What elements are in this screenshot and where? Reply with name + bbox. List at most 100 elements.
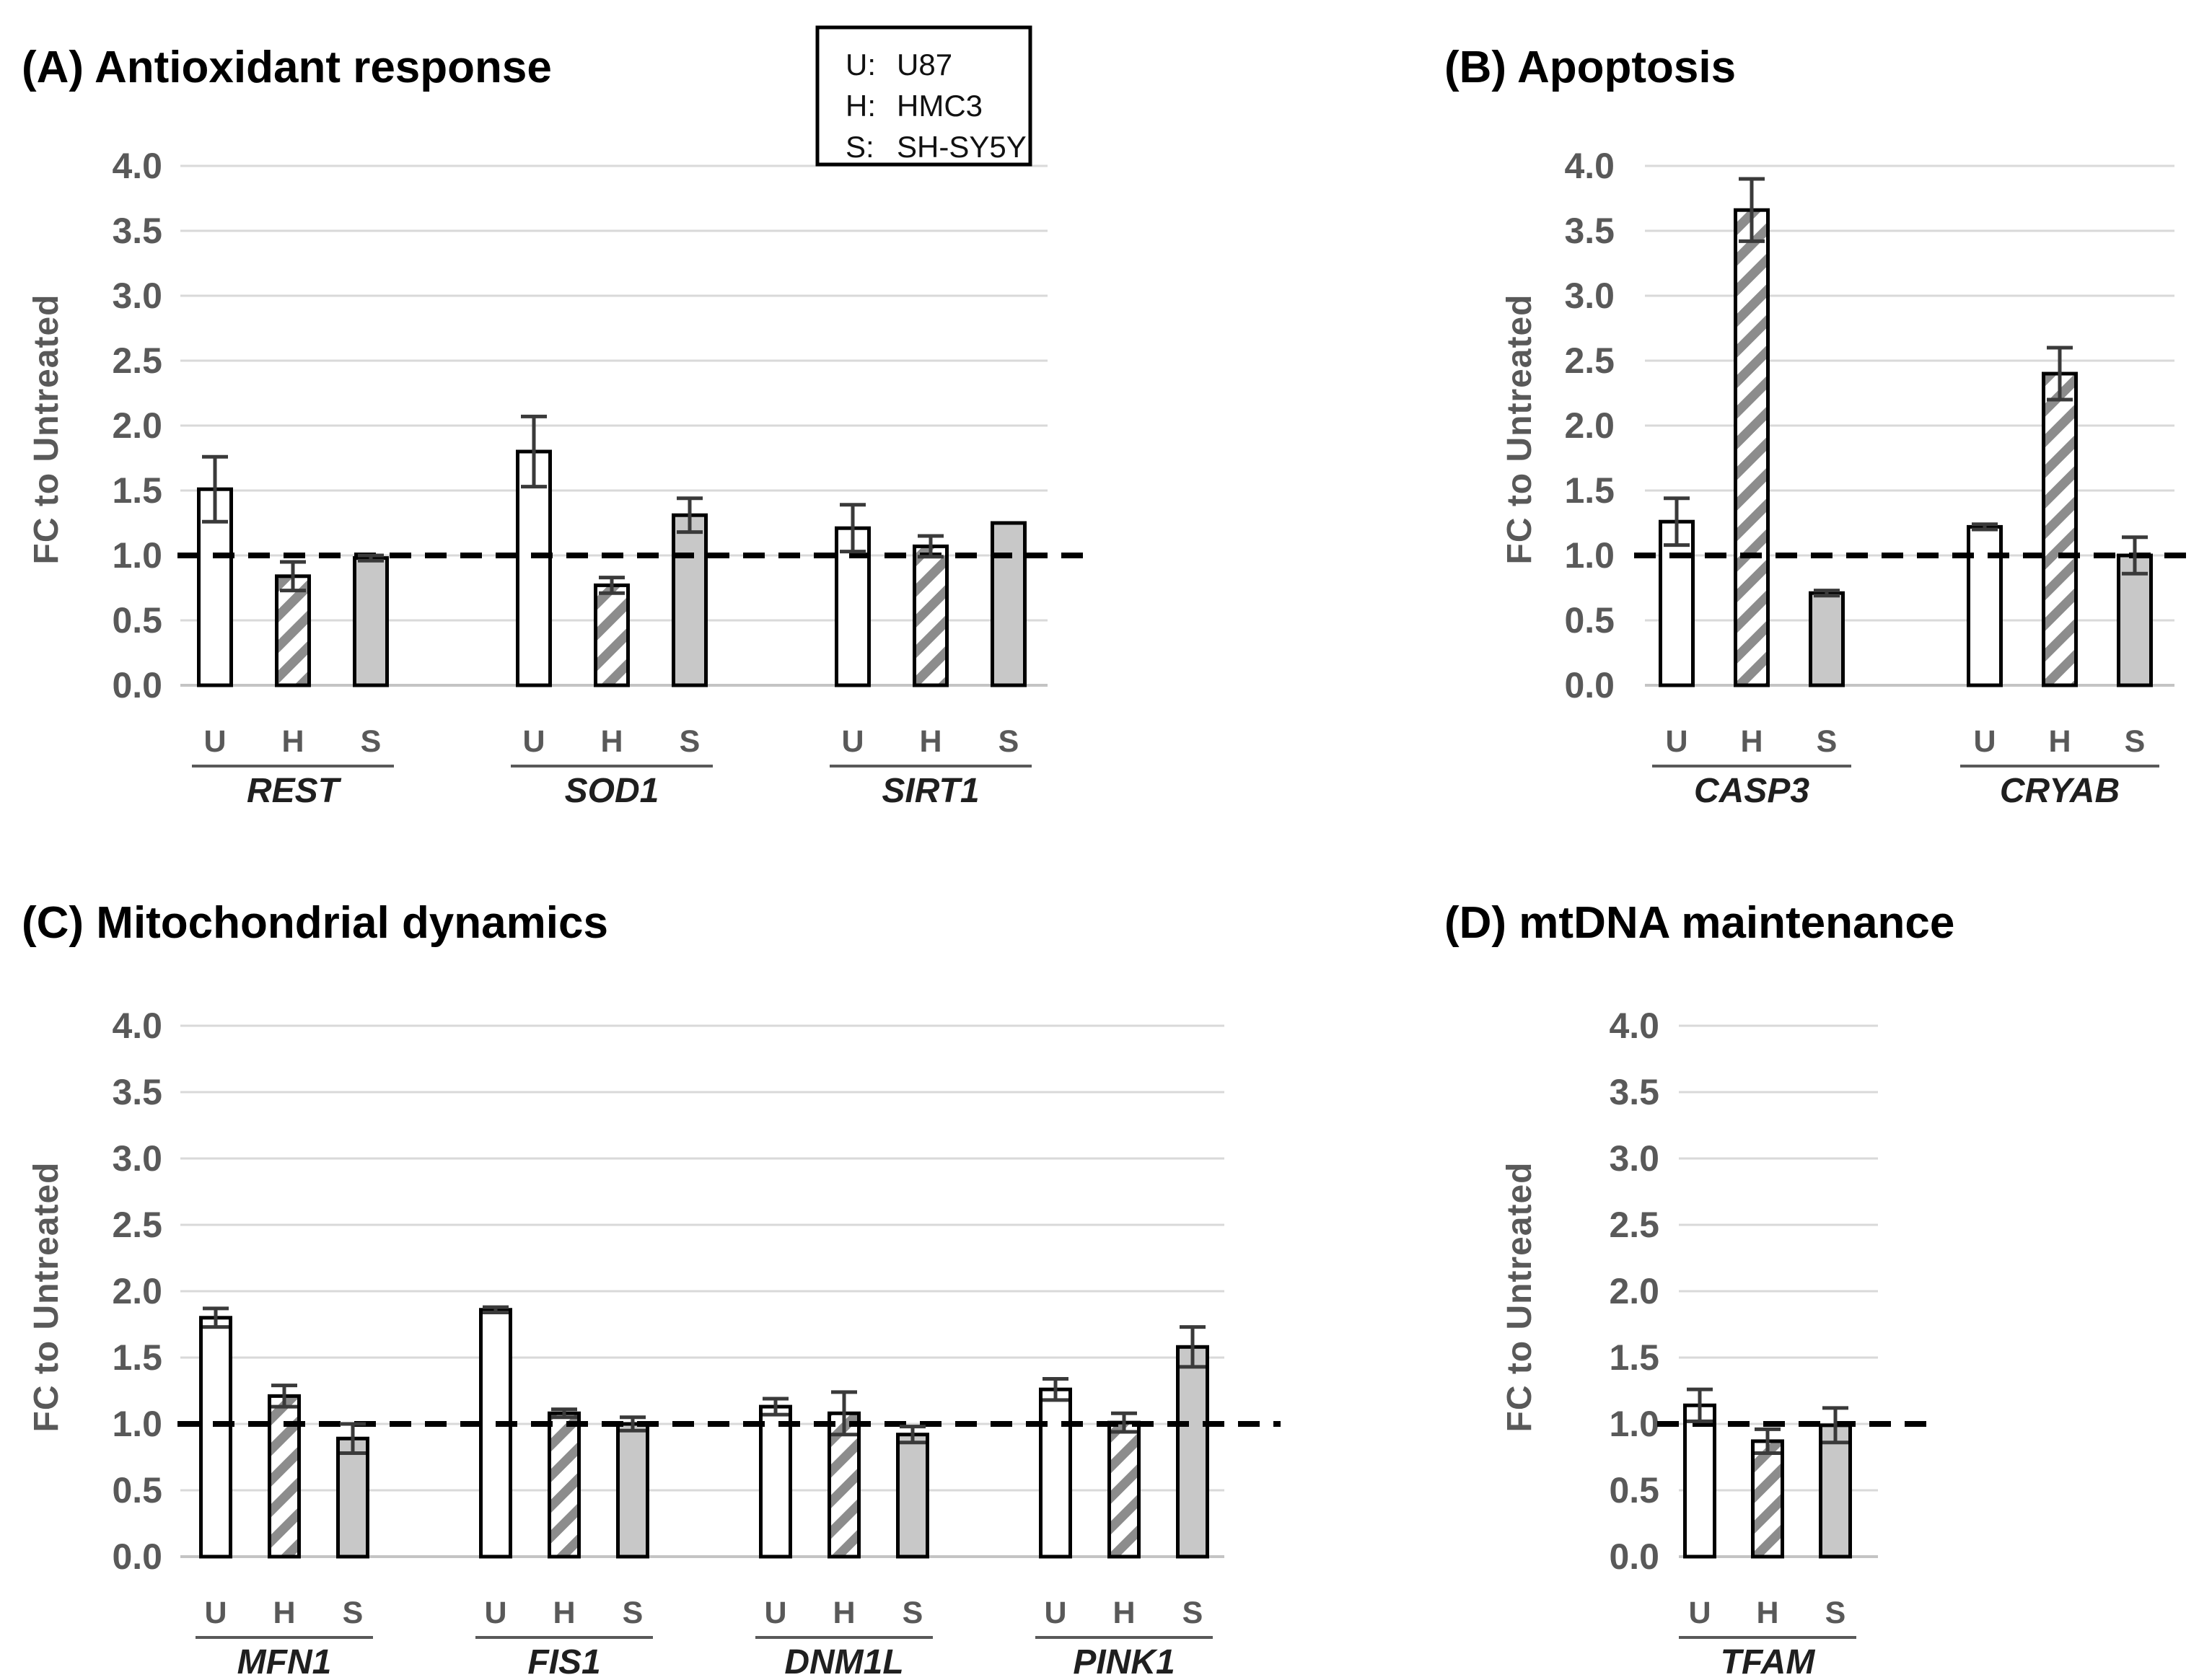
- panel-C-bar-PINK1-U: [1039, 1387, 1072, 1559]
- panel-B: 0.0 0.5 1.0 1.5 2.0 2.5 3.0 3.5 4.0 (B) Apoptosis…: [1444, 43, 2198, 810]
- panel-C-gene-label-MFN1: MFN1: [237, 1643, 332, 1680]
- panel-C-series-label-PINK1-U: U: [1044, 1596, 1066, 1630]
- panel-C-y-tick-3.0: 3.0: [112, 1138, 162, 1179]
- panel-A-y-tick-0.0: 0.0: [112, 665, 162, 705]
- panel-C-error-bar-FIS1-S: [620, 1415, 646, 1433]
- panel-C-bar-MFN1-H: [268, 1394, 301, 1559]
- panel-C-bar-MFN1-U: [199, 1316, 232, 1559]
- panel-C-gene-label-DNM1L: DNM1L: [784, 1643, 903, 1680]
- panel-B-series-label-CASP3-S: S: [1817, 724, 1838, 759]
- panel-D-bar-TFAM-U: [1683, 1403, 1716, 1559]
- panel-C-y-tick-0.5: 0.5: [112, 1470, 162, 1510]
- panel-A-series-label-REST-H: H: [281, 724, 304, 759]
- panel-B-y-tick-1.5: 1.5: [1564, 470, 1615, 511]
- panel-A-error-bar-SOD1-U: [521, 414, 547, 489]
- panel-A-y-tick-2.0: 2.0: [112, 405, 162, 446]
- panel-D-y-tick-3.0: 3.0: [1609, 1138, 1659, 1179]
- panel-C-series-label-MFN1-S: S: [343, 1596, 364, 1630]
- legend-row-S: S: SH-SY5Y: [846, 130, 1027, 164]
- panel-C-bar-DNM1L-U: [759, 1404, 792, 1559]
- panel-C-error-bar-PINK1-S: [1180, 1325, 1206, 1369]
- panel-D-y-tick-0.0: 0.0: [1609, 1536, 1659, 1577]
- panel-C-series-label-FIS1-U: U: [484, 1596, 506, 1630]
- panel-A-y-tick-4.0: 4.0: [112, 146, 162, 186]
- legend-value-HMC3: HMC3: [897, 89, 983, 123]
- panel-A-bar-SOD1-U: [516, 449, 552, 687]
- panel-B-series-label-CASP3-U: U: [1665, 724, 1687, 759]
- legend-value-U87: U87: [897, 48, 952, 82]
- panel-A-bar-REST-S: [353, 556, 389, 687]
- panel-C-title: (C) Mitochondrial dynamics: [22, 898, 608, 948]
- panel-C-y-tick-2.0: 2.0: [112, 1271, 162, 1311]
- panel-B-error-bar-CASP3-H: [1739, 177, 1765, 243]
- panel-A-bar-SIRT1-S: [991, 521, 1027, 687]
- panel-D-error-bar-TFAM-H: [1755, 1427, 1781, 1455]
- panel-B-error-bar-CASP3-S: [1814, 589, 1840, 598]
- panel-C-y-tick-1.5: 1.5: [112, 1337, 162, 1378]
- panel-A-series-label-SIRT1-S: S: [998, 724, 1019, 759]
- panel-D-bar-TFAM-H: [1751, 1439, 1784, 1559]
- panel-D-title: (D) mtDNA maintenance: [1444, 898, 1954, 948]
- panel-C: 0.0 0.5 1.0 1.5 2.0 2.5 3.0 3.5 4.0 (C) Mitochond…: [22, 898, 1281, 1680]
- panel-C-bar-FIS1-S: [616, 1422, 649, 1559]
- panel-C-error-bar-MFN1-U: [203, 1306, 229, 1329]
- panel-B-y-tick-4.0: 4.0: [1564, 146, 1615, 186]
- panel-D-y-tick-2.5: 2.5: [1609, 1205, 1659, 1245]
- panel-C-error-bar-DNM1L-U: [763, 1397, 789, 1417]
- panel-D-bar-TFAM-S: [1819, 1423, 1852, 1559]
- panel-C-error-bar-FIS1-H: [551, 1407, 577, 1420]
- panel-C-y-tick-1.0: 1.0: [112, 1404, 162, 1444]
- panel-C-bar-PINK1-H: [1107, 1420, 1141, 1559]
- panel-B-gene-label-CRYAB: CRYAB: [2000, 772, 2120, 810]
- panel-C-error-bar-FIS1-U: [483, 1305, 509, 1314]
- panel-B-gene-label-CASP3: CASP3: [1694, 772, 1809, 810]
- panel-B-bar-CRYAB-U: [1967, 524, 2003, 687]
- panel-C-series-label-FIS1-S: S: [623, 1596, 644, 1630]
- panel-B-y-tick-1.0: 1.0: [1564, 535, 1615, 576]
- panel-B-y-tick-2.5: 2.5: [1564, 340, 1615, 381]
- panel-B-error-bar-CRYAB-S: [2122, 535, 2148, 576]
- panel-B-series-label-CASP3-H: H: [1740, 724, 1763, 759]
- panel-D-series-label-TFAM-U: U: [1688, 1596, 1711, 1630]
- panel-A-error-bar-SIRT1-H: [918, 534, 944, 559]
- panel-B-title: (B) Apoptosis: [1444, 43, 1736, 92]
- panel-A-y-tick-1.0: 1.0: [112, 535, 162, 576]
- panel-D-error-bar-TFAM-S: [1822, 1406, 1848, 1445]
- panel-B-y-tick-0.0: 0.0: [1564, 665, 1615, 705]
- panel-A-bar-REST-H: [275, 574, 311, 687]
- panel-A-y-tick-2.5: 2.5: [112, 340, 162, 381]
- panel-C-y-tick-4.0: 4.0: [112, 1006, 162, 1046]
- panel-C-bar-MFN1-S: [336, 1436, 369, 1559]
- panel-A-error-bar-SOD1-S: [677, 496, 703, 535]
- panel-C-error-bar-MFN1-H: [271, 1384, 297, 1409]
- panel-C-series-label-MFN1-H: H: [273, 1596, 295, 1630]
- panel-D-y-tick-4.0: 4.0: [1609, 1006, 1659, 1046]
- panel-C-y-tick-3.5: 3.5: [112, 1072, 162, 1112]
- legend-row-H: H: HMC3: [846, 89, 983, 123]
- panel-C-series-label-FIS1-H: H: [553, 1596, 575, 1630]
- panel-D-series-label-TFAM-H: H: [1756, 1596, 1778, 1630]
- panel-B-y-tick-3.0: 3.0: [1564, 276, 1615, 316]
- legend-row-U: U: U87: [846, 48, 952, 82]
- panel-D-y-tick-2.0: 2.0: [1609, 1271, 1659, 1311]
- panel-B-error-bar-CRYAB-H: [2047, 346, 2073, 402]
- panel-A-error-bar-REST-S: [358, 553, 384, 563]
- panel-D-y-tick-3.5: 3.5: [1609, 1072, 1659, 1112]
- panel-C-error-bar-MFN1-S: [340, 1422, 366, 1455]
- panel-D: 0.0 0.5 1.0 1.5 2.0 2.5 3.0 3.5 4.0 (D) mtDNA mai…: [1444, 898, 1954, 1680]
- panel-A-gene-label-SOD1: SOD1: [565, 772, 659, 810]
- panel-C-y-axis-label: FC to Untreated: [27, 1162, 66, 1433]
- panel-B-y-tick-0.5: 0.5: [1564, 600, 1615, 641]
- panel-A-y-axis-label: FC to Untreated: [27, 294, 66, 565]
- panel-C-bar-FIS1-U: [479, 1308, 512, 1559]
- panel-A-bar-SOD1-S: [672, 513, 708, 687]
- panel-A-series-label-SOD1-S: S: [680, 724, 701, 759]
- panel-D-gene-label-TFAM: TFAM: [1721, 1643, 1816, 1680]
- panel-A: 0.0 0.5 1.0 1.5 2.0 2.5 3.0 3.5 4.0 (A) Antioxida…: [22, 43, 1087, 810]
- panel-B-series-label-CRYAB-U: U: [1973, 724, 1996, 759]
- panel-C-error-bar-DNM1L-S: [900, 1425, 926, 1445]
- panel-C-bar-DNM1L-H: [828, 1411, 861, 1559]
- panel-A-bar-SIRT1-H: [913, 544, 949, 687]
